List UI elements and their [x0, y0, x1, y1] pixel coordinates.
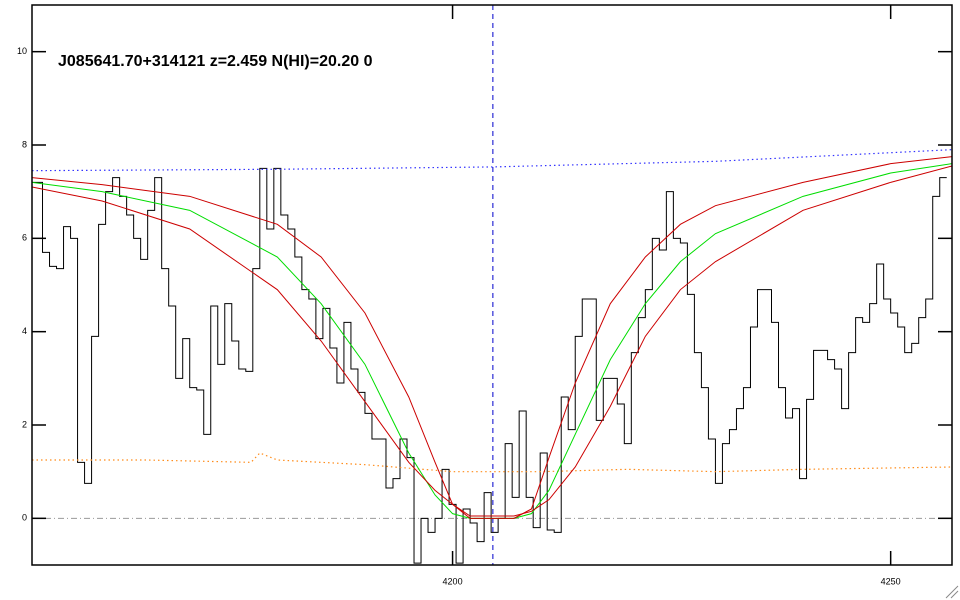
series-line — [32, 165, 952, 517]
y-tick-label: 0 — [22, 513, 27, 523]
series-line — [32, 156, 952, 519]
y-tick-label: 2 — [22, 419, 27, 429]
y-tick-label: 8 — [22, 139, 27, 149]
chart-title: J085641.70+314121 z=2.459 N(HI)=20.20 0 — [58, 53, 373, 70]
x-tick-label: 4250 — [881, 576, 901, 586]
x-tick-label: 4200 — [443, 576, 463, 586]
y-tick-label: 10 — [17, 46, 27, 56]
resize-grip — [945, 585, 959, 599]
y-tick-label: 4 — [22, 326, 27, 336]
plot-area — [32, 5, 952, 565]
series-line — [32, 149, 952, 172]
series-line — [32, 452, 952, 473]
series-line — [32, 167, 947, 564]
plot-frame — [31, 4, 953, 566]
y-tick-label: 6 — [22, 233, 27, 243]
series-line — [32, 163, 952, 519]
